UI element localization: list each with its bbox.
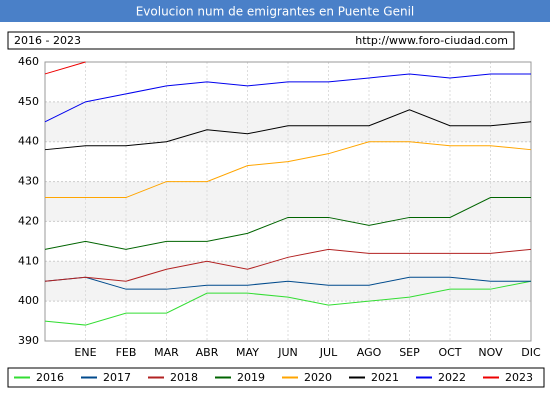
x-tick-label: ENE [74,346,96,359]
series-line [44,73,531,123]
legend-label: 2019 [237,371,265,384]
info-box [7,31,515,50]
y-tick-label: 440 [18,135,39,148]
x-tick-label: ABR [196,346,219,359]
x-tick-label: OCT [438,346,461,359]
series-line [44,109,532,151]
legend-label: 2017 [103,371,131,384]
legend-label: 2021 [371,371,399,384]
series-line [45,141,532,199]
legend-label: 2016 [36,371,64,384]
plot-frame [44,61,532,342]
legend [7,367,545,388]
series-line [44,61,86,75]
y-tick-label: 390 [18,334,39,347]
y-tick-label: 410 [18,254,39,267]
y-tick-label: 430 [18,175,39,188]
y-tick-label: 420 [18,214,39,227]
x-tick-label: JUN [277,346,298,359]
x-tick-label: AGO [357,346,382,359]
y-tick-label: 450 [18,95,39,108]
x-tick-label: NOV [478,346,503,359]
x-tick-label: SEP [399,346,420,359]
period: 2016 - 2023 [14,34,81,47]
x-tick-label: MAY [236,346,259,359]
y-tick-label: 400 [18,294,39,307]
series-line [44,276,531,290]
legend-label: 2020 [304,371,332,384]
series-line [44,197,531,250]
legend-label: 2023 [505,371,533,384]
chart-title: Evolucion num de emigrantes en Puente Ge… [136,5,415,19]
series-line [44,248,532,282]
source: http://www.foro-ciudad.com [355,34,508,47]
x-tick-label: DIC [521,346,541,359]
series-line [44,280,532,326]
legend-label: 2018 [170,371,198,384]
y-tick-label: 460 [18,55,39,68]
legend-label: 2022 [438,371,466,384]
title-bar [0,0,550,22]
x-tick-label: MAR [154,346,179,359]
x-tick-label: FEB [116,346,137,359]
x-tick-label: JUL [319,346,338,359]
